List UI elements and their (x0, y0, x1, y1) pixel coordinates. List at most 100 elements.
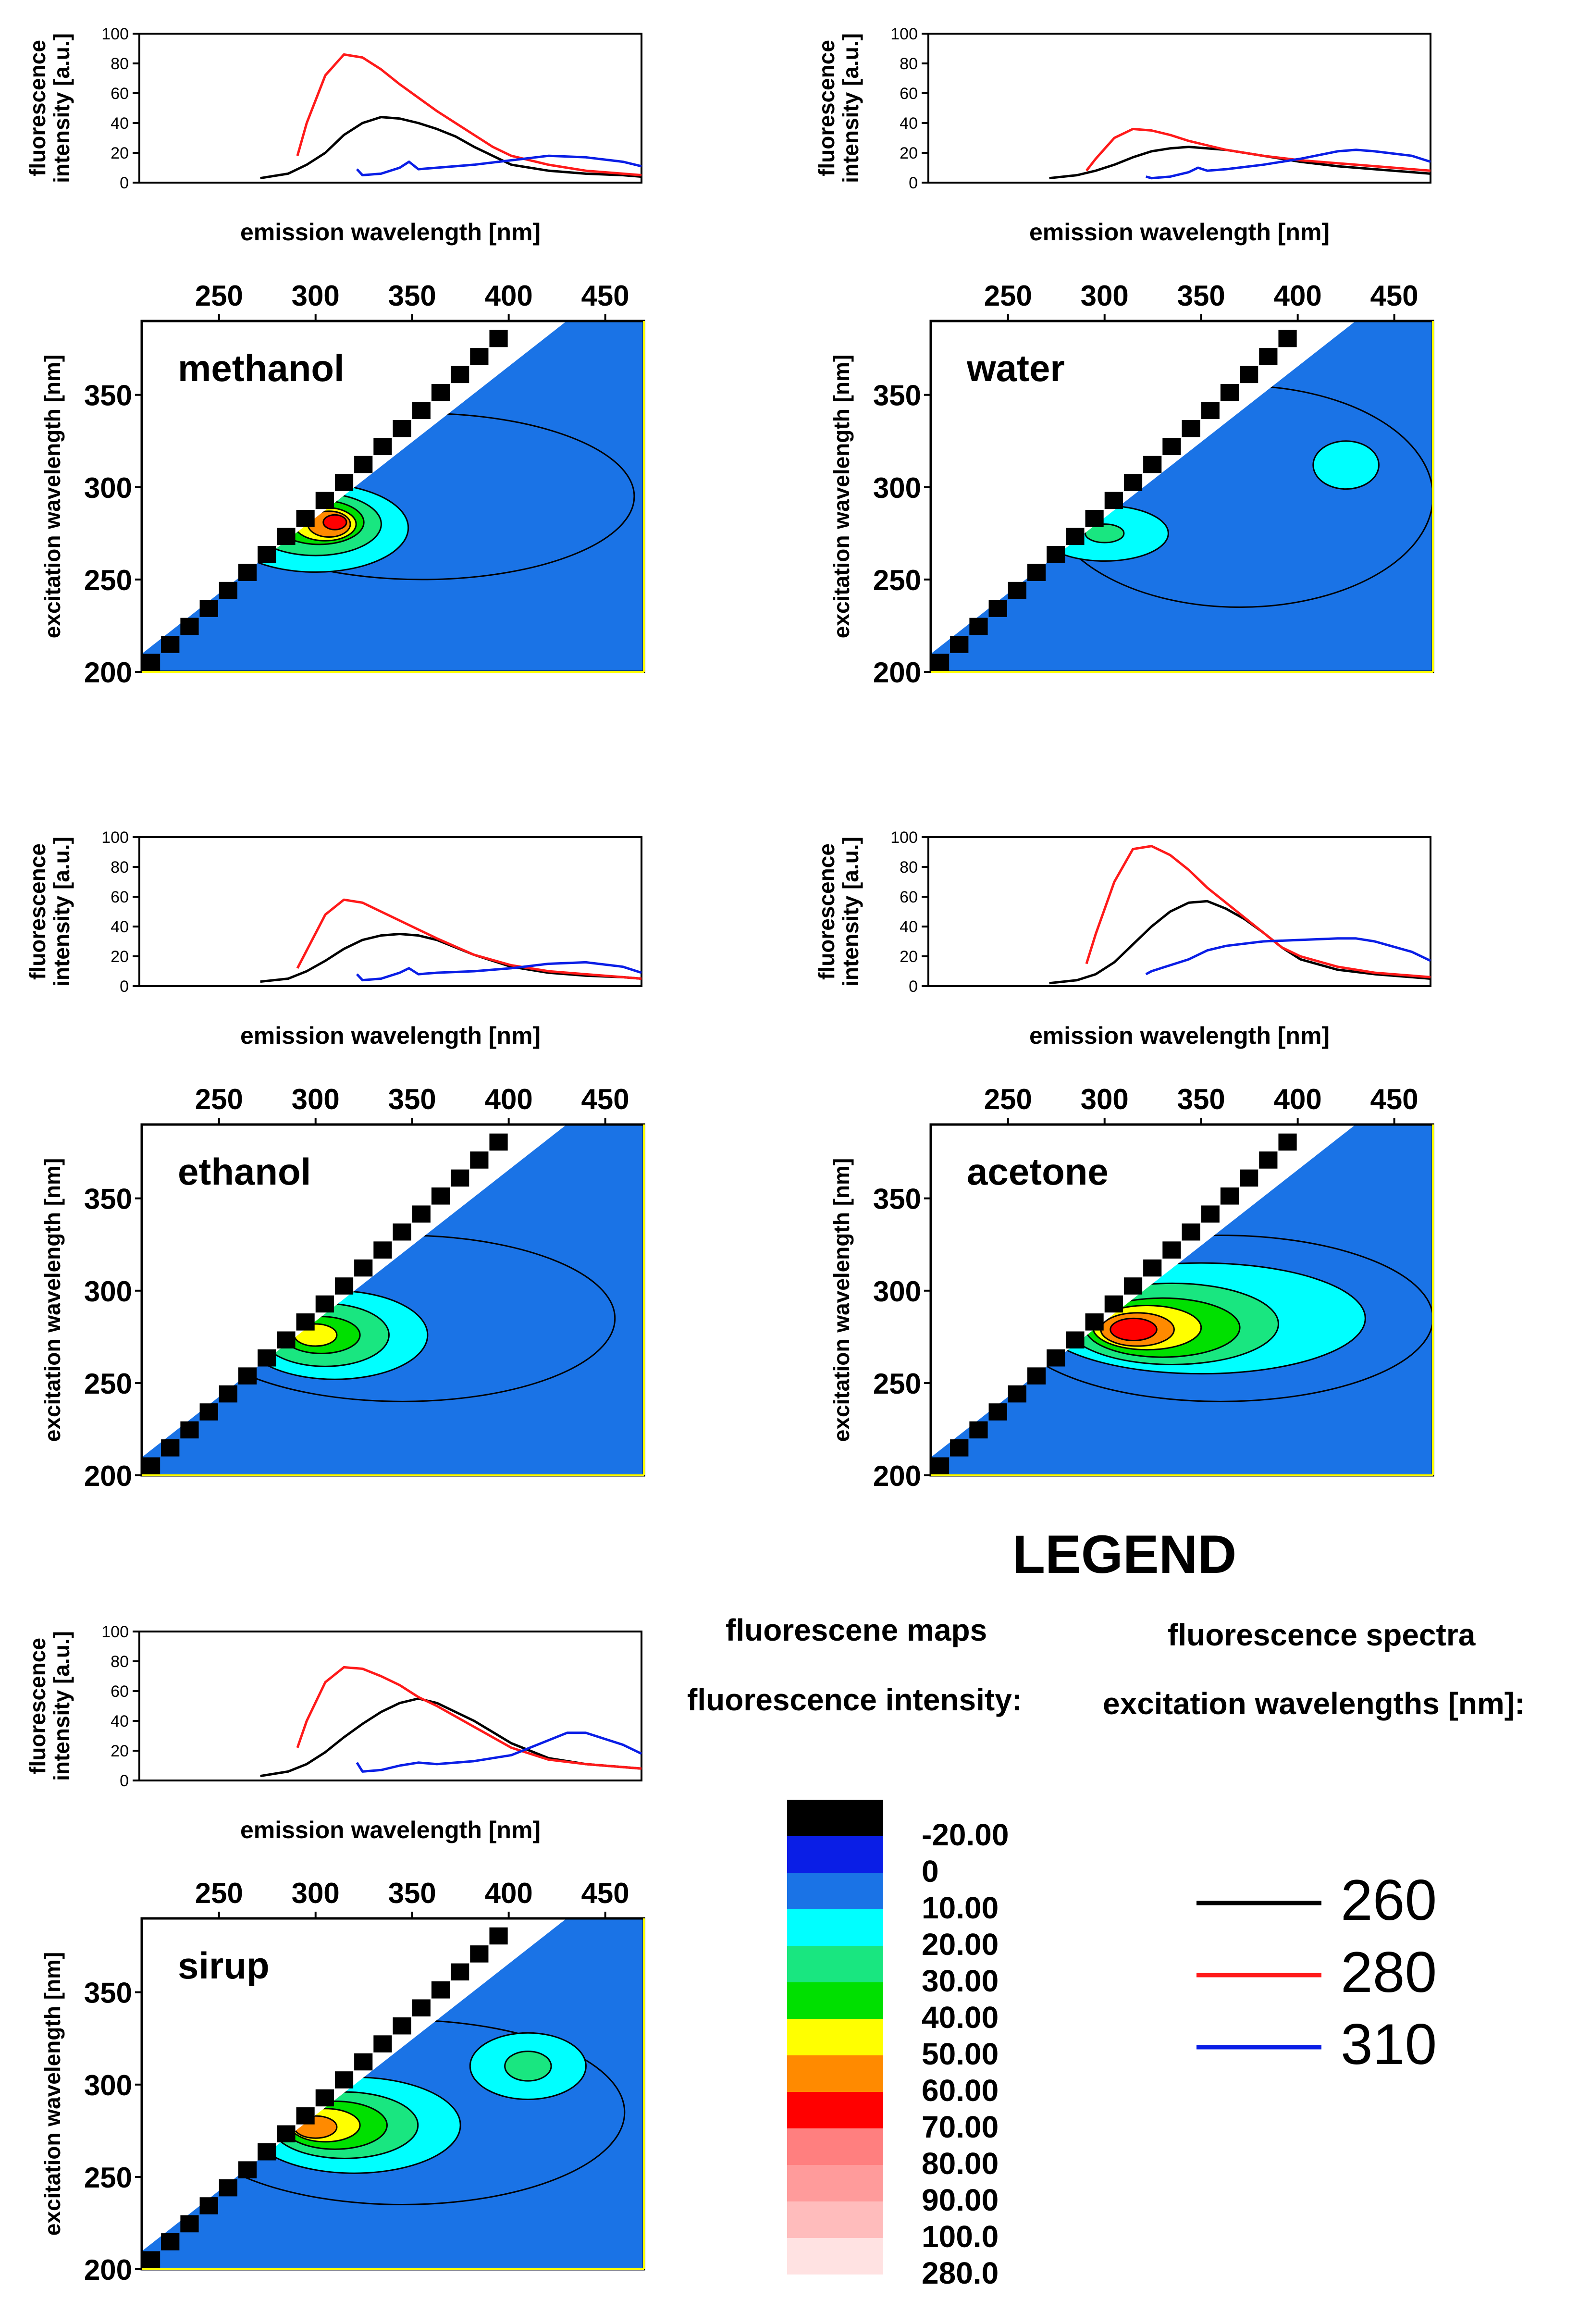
scatter-block (470, 1945, 489, 1963)
scatter-block (451, 1169, 469, 1187)
map-x-tick-label: 350 (388, 1877, 436, 1909)
map-y-tick-label: 200 (873, 656, 921, 689)
colorbar-cell (787, 1982, 883, 2019)
spectrum-ylabel: fluorescenceintensity [a.u.] (25, 33, 74, 183)
spectrum-xlabel: emission wavelength [nm] (1029, 1022, 1330, 1049)
map-x-tick-label: 300 (292, 1877, 340, 1909)
spectrum-y-tick-label: 40 (111, 1712, 129, 1731)
spectrum-ylabel: fluorescenceintensity [a.u.] (814, 33, 863, 183)
scatter-block (1143, 456, 1162, 473)
spectrum-y-tick-label: 80 (111, 858, 129, 877)
scatter-block (1027, 564, 1046, 581)
map-solvent-label: water (966, 347, 1065, 389)
spectrum-y-tick-label: 40 (900, 918, 918, 936)
scatter-block (1066, 1331, 1085, 1349)
spectrum-y-tick-label: 40 (111, 114, 129, 133)
legend-spectra-heading: fluorescence spectra (1168, 1618, 1476, 1652)
scatter-block (431, 384, 450, 401)
scatter-block (161, 636, 180, 653)
scatter-block (334, 474, 354, 491)
map-y-tick-label: 200 (84, 656, 132, 689)
colorbar-label: 60.00 (922, 2073, 999, 2108)
colorbar-label: 40.00 (922, 2000, 999, 2035)
legend-line-label: 310 (1341, 2012, 1437, 2077)
colorbar-label: 90.00 (922, 2183, 999, 2217)
map-y-tick-label: 350 (84, 1183, 132, 1215)
map-contours (931, 1125, 1433, 1475)
spectrum-ylabel: fluorescenceintensity [a.u.] (814, 837, 863, 987)
map-x-tick-label: 250 (195, 1877, 243, 1909)
legend-maps-subheading: fluorescence intensity: (687, 1682, 1023, 1717)
scatter-block (431, 1187, 450, 1205)
spectrum-ylabel-line: intensity [a.u.] (49, 33, 74, 183)
spectrum-y-tick-label: 60 (111, 888, 129, 906)
scatter-block (1008, 581, 1026, 599)
spectrum-frame (138, 1631, 642, 1781)
spectrum-ylabel: fluorescenceintensity [a.u.] (25, 1631, 74, 1781)
scatter-block (1123, 1277, 1143, 1295)
map-x-tick-label: 250 (984, 1083, 1032, 1115)
spectrum-line-310 (1145, 937, 1431, 976)
map-contours (142, 1125, 616, 1475)
scatter-block (219, 1385, 237, 1403)
spectrum-y-tick-label: 20 (900, 144, 918, 162)
map-y-tick-label: 250 (84, 2162, 132, 2194)
map-ylabel: excitation wavelength [nm] (40, 1158, 65, 1442)
scatter-block (315, 2089, 334, 2107)
spectrum-y-tick-label: 20 (111, 1742, 129, 1760)
spectrum-xlabel: emission wavelength [nm] (1029, 219, 1330, 246)
map-contours (142, 1918, 626, 2269)
map-x-tick-label: 450 (581, 1877, 629, 1909)
scatter-block (393, 420, 411, 437)
spectrum-frame (927, 33, 1431, 184)
map-x-tick-label: 450 (1370, 1083, 1418, 1115)
scatter-block (1066, 528, 1085, 545)
colorbar-label: 80.00 (922, 2146, 999, 2181)
colorbar-label: 70.00 (922, 2110, 999, 2144)
scatter-block (1201, 1205, 1220, 1223)
colorbar-label: 280.0 (922, 2256, 999, 2290)
scatter-block (219, 2179, 237, 2197)
spectrum-xlabel: emission wavelength [nm] (240, 1817, 541, 1843)
legend-spectra-subheading: excitation wavelengths [nm]: (1103, 1686, 1525, 1721)
map-y-tick-label: 300 (84, 1275, 132, 1308)
map-y-tick-label: 250 (873, 1368, 921, 1400)
map-y-tick-label: 350 (84, 380, 132, 412)
spectrum-ylabel-line: fluorescence (25, 843, 50, 980)
spectrum-line-280 (1085, 845, 1431, 978)
scatter-block (142, 654, 160, 671)
scatter-block (373, 438, 392, 455)
panel-acetone: 0 20 40 60 80 100 fluorescenceintensity [a.u.]… (814, 828, 1434, 1492)
map-y-tick-label: 300 (84, 472, 132, 504)
scatter-block (238, 2161, 257, 2178)
spectrum-y-tick-label: 20 (900, 948, 918, 966)
spectrum-y-tick-label: 20 (111, 144, 129, 162)
scatter-block (1085, 510, 1104, 527)
colorbar-cell (787, 2092, 883, 2128)
scatter-block (238, 564, 257, 581)
scatter-block (1240, 366, 1258, 383)
scatter-block (412, 402, 431, 420)
spectrum-line-260 (1049, 900, 1431, 985)
spectrum-line-260 (260, 933, 642, 983)
spectrum-y-tick-label: 100 (101, 25, 129, 43)
spectrum-line-310 (356, 154, 642, 176)
legend-title: LEGEND (1012, 1524, 1237, 1584)
scatter-block (1123, 474, 1143, 491)
scatter-block (180, 1421, 199, 1439)
scatter-block (1182, 420, 1200, 437)
spectrum-ylabel-line: intensity [a.u.] (49, 1631, 74, 1781)
colorbar-label: 100.0 (922, 2219, 999, 2254)
map-solvent-label: ethanol (178, 1150, 311, 1193)
contour-level-70.00 (1110, 1317, 1158, 1342)
spectrum-y-tick-label: 0 (120, 977, 129, 996)
scatter-block (258, 545, 276, 563)
scatter-block (199, 1403, 218, 1421)
scatter-block (354, 2053, 373, 2071)
map-ylabel: excitation wavelength [nm] (829, 1158, 854, 1442)
scatter-block (258, 2143, 276, 2161)
spectrum-y-tick-label: 40 (900, 114, 918, 133)
scatter-block (142, 1457, 160, 1475)
scatter-block (1008, 1385, 1026, 1403)
